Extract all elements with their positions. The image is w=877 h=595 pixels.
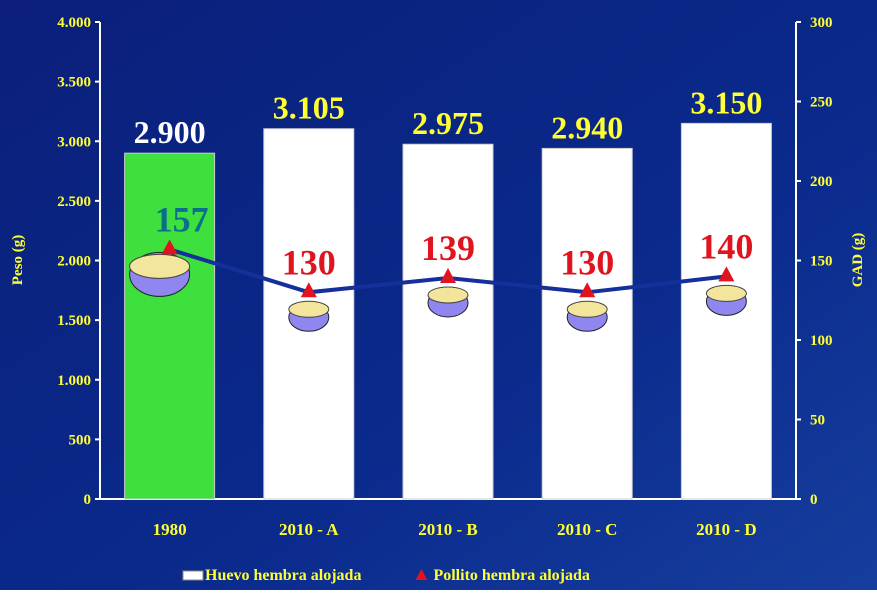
line-marker bbox=[440, 267, 456, 283]
y2-axis-label: GAD (g) bbox=[850, 233, 866, 288]
y-tick-label: 0 bbox=[84, 492, 92, 508]
bowl-icon-food bbox=[288, 300, 330, 318]
line-value-label: 130 bbox=[282, 242, 336, 282]
y2-tick-label: 100 bbox=[810, 333, 833, 349]
bar-value-label: 3.150 bbox=[690, 84, 762, 120]
y2-tick-label: 200 bbox=[810, 174, 833, 190]
bar-value-label: 2.940 bbox=[551, 109, 623, 145]
y2-tick-label: 250 bbox=[810, 95, 833, 111]
bowl-icon-food bbox=[129, 253, 191, 279]
y-tick-label: 3.500 bbox=[57, 75, 91, 91]
x-tick-label: 2010 - D bbox=[696, 520, 756, 539]
bar-value-label: 3.105 bbox=[273, 90, 345, 126]
y-tick-label: 1.500 bbox=[57, 313, 91, 329]
y-tick-label: 1.000 bbox=[57, 373, 91, 389]
bowl-icon-food bbox=[427, 286, 469, 304]
y-axis-label: Peso (g) bbox=[10, 235, 26, 285]
x-tick-label: 2010 - B bbox=[418, 520, 478, 539]
bar-value-label: 2.975 bbox=[412, 105, 484, 141]
x-tick-label: 2010 - C bbox=[557, 520, 617, 539]
legend-swatch bbox=[415, 569, 428, 580]
y-tick-label: 4.000 bbox=[57, 15, 91, 31]
bowl-icon-food bbox=[566, 300, 608, 318]
y-tick-label: 3.000 bbox=[57, 134, 91, 150]
y2-tick-label: 0 bbox=[810, 492, 818, 508]
legend-label: Pollito hembra alojada bbox=[433, 567, 589, 584]
line-value-label: 157 bbox=[155, 199, 209, 239]
line-value-label: 140 bbox=[699, 226, 753, 266]
line-marker bbox=[718, 266, 735, 282]
bar-value-label: 2.900 bbox=[134, 114, 206, 150]
bar bbox=[402, 143, 494, 500]
line-value-label: 130 bbox=[560, 242, 614, 282]
bar bbox=[263, 128, 355, 500]
y2-tick-label: 150 bbox=[810, 254, 833, 270]
line-marker bbox=[161, 239, 178, 255]
bowl-icon-food bbox=[705, 284, 747, 302]
bar bbox=[124, 152, 216, 500]
x-tick-label: 1980 bbox=[153, 520, 187, 539]
y2-tick-label: 50 bbox=[810, 413, 825, 429]
legend-swatch bbox=[182, 570, 204, 581]
y2-tick-label: 300 bbox=[810, 15, 833, 31]
y-tick-label: 500 bbox=[69, 432, 92, 448]
y-tick-label: 2.000 bbox=[57, 254, 91, 270]
x-tick-label: 2010 - A bbox=[279, 520, 339, 539]
y-tick-label: 2.500 bbox=[57, 194, 91, 210]
line-marker bbox=[579, 282, 596, 298]
line-value-label: 139 bbox=[421, 228, 475, 268]
legend-label: Huevo hembra alojada bbox=[205, 567, 361, 584]
line-marker bbox=[300, 282, 317, 298]
